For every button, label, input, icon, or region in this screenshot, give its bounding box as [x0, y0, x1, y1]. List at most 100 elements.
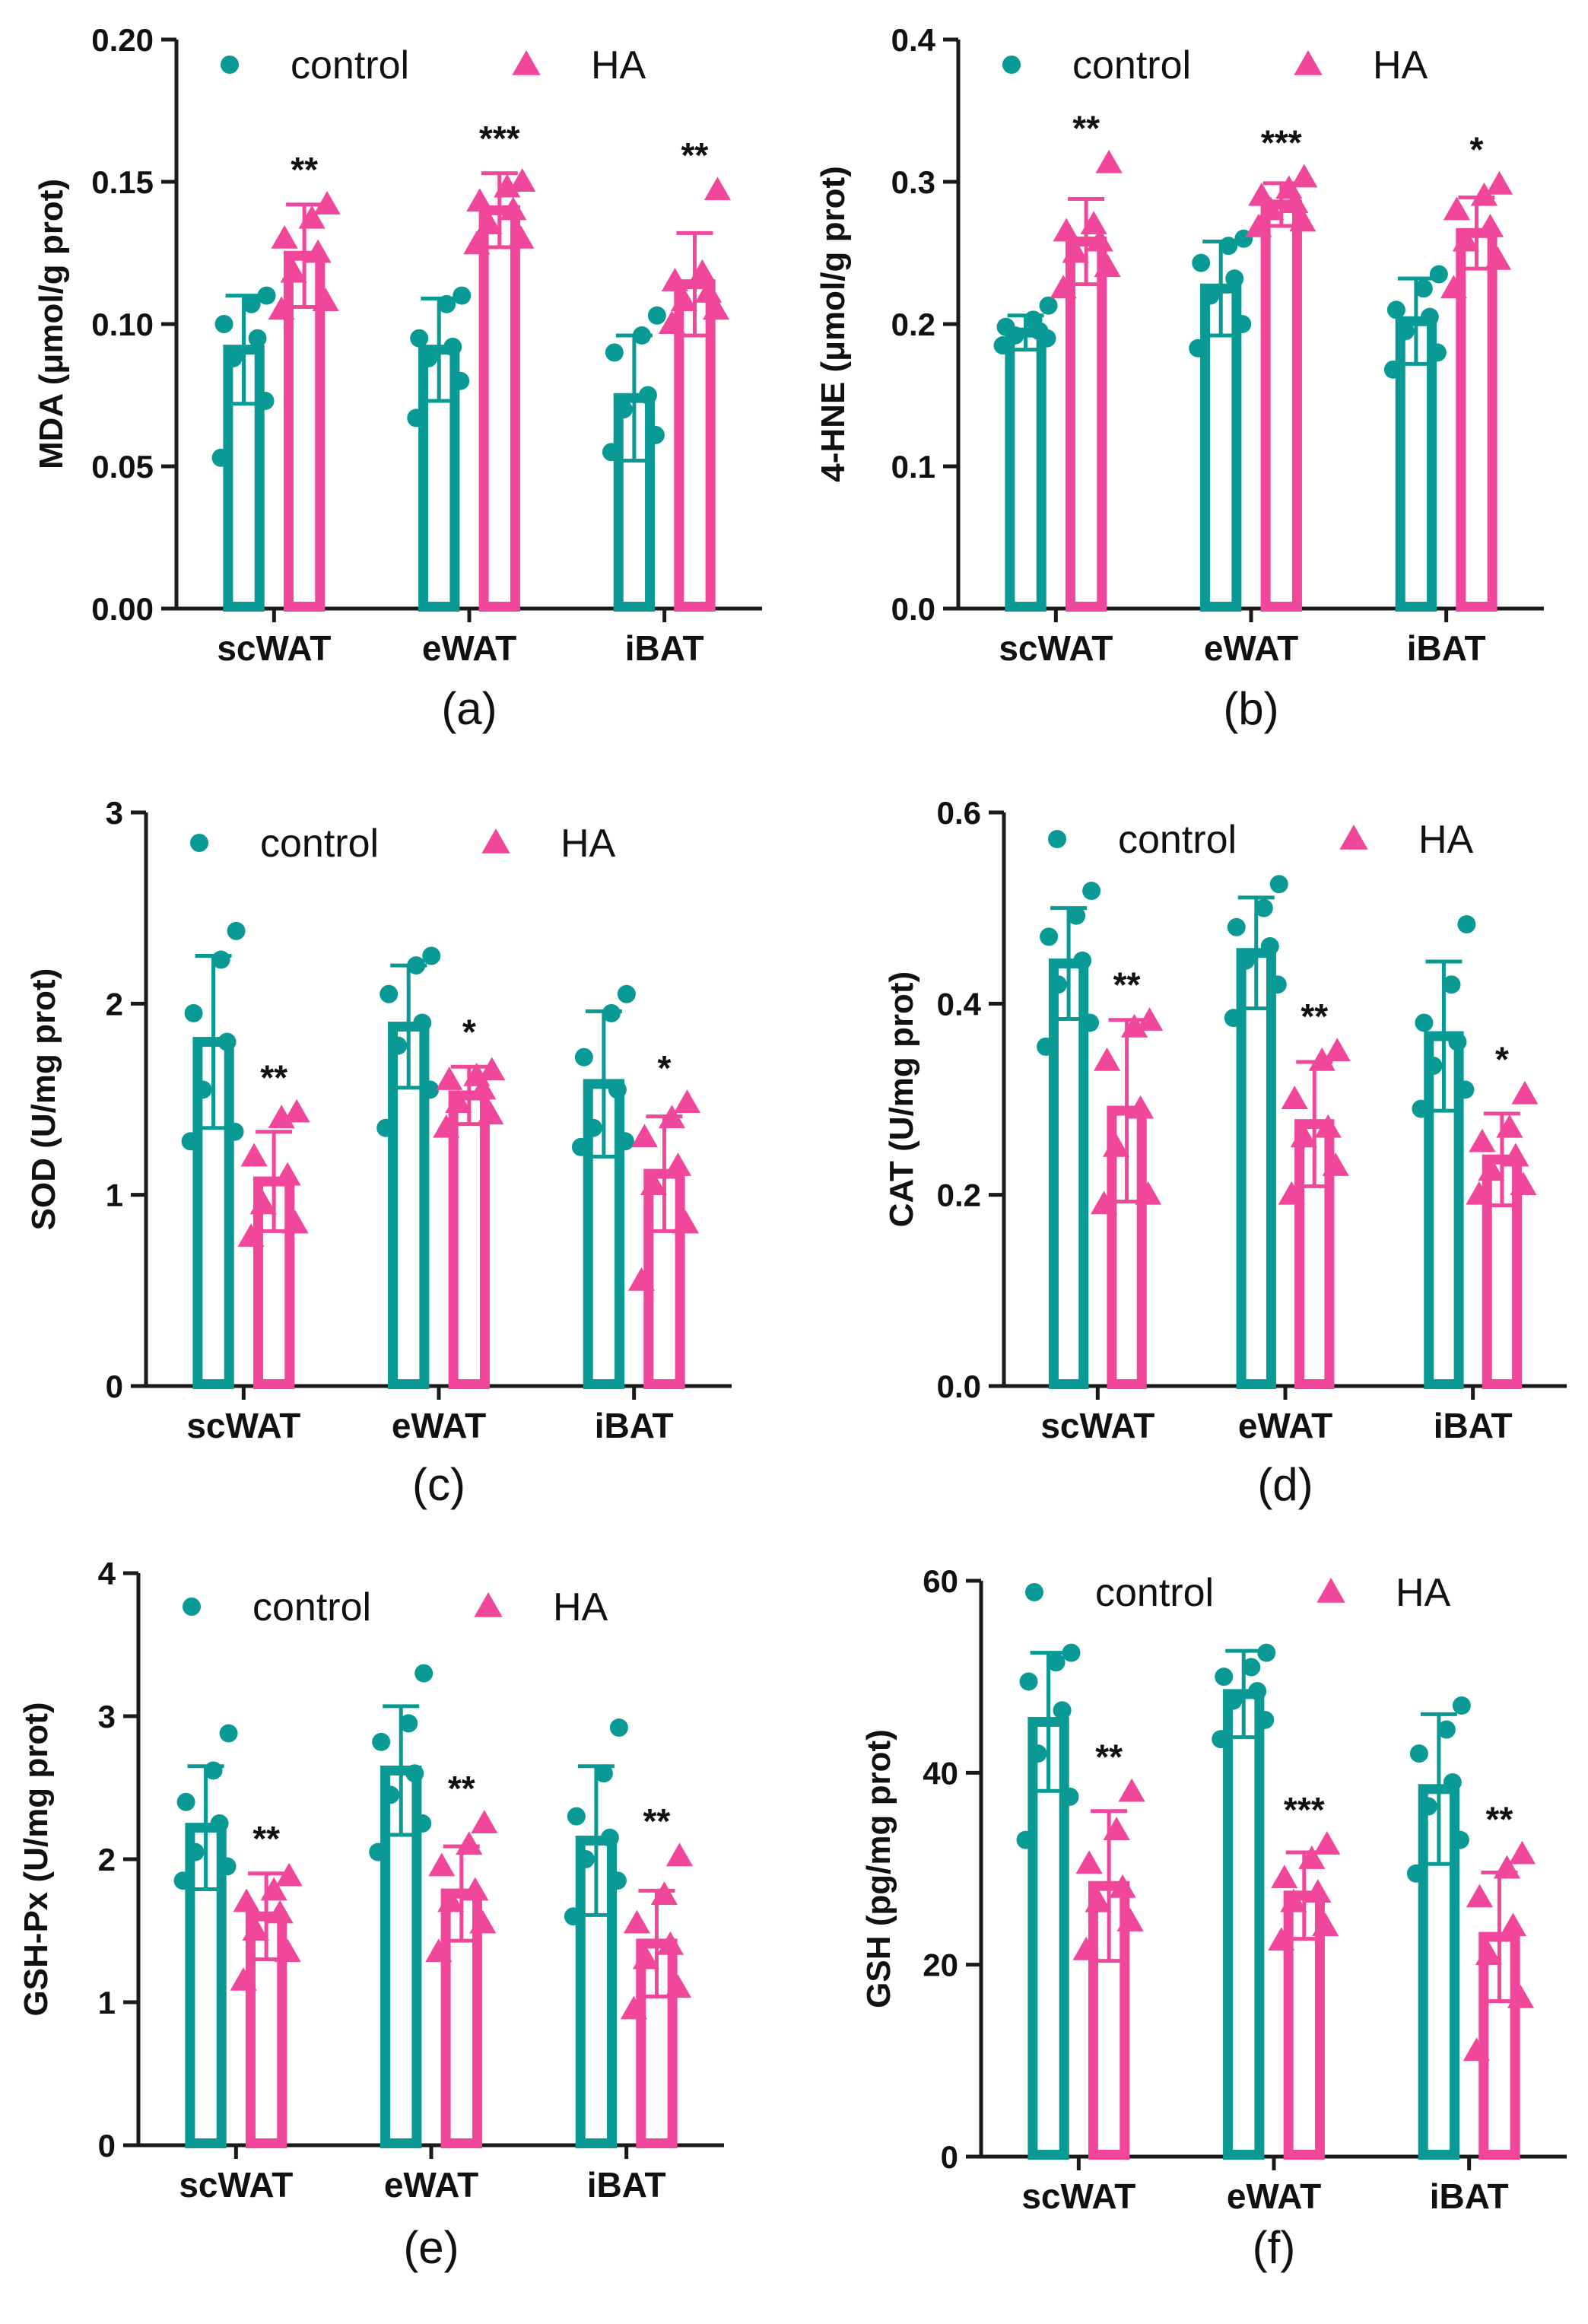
data-point-control: [193, 1080, 212, 1099]
data-point-control: [389, 1036, 408, 1055]
data-point-control: [422, 946, 441, 965]
data-point-ha: [630, 1124, 659, 1148]
data-point-ha: [1102, 1133, 1130, 1157]
data-point-ha: [249, 1191, 277, 1215]
data-point-ha: [260, 1877, 287, 1901]
data-point-ha: [274, 1938, 301, 1963]
data-point-ha: [623, 1909, 651, 1934]
data-point-ha: [268, 296, 295, 320]
data-point-control: [1443, 1772, 1462, 1791]
data-point-ha: [1278, 1181, 1305, 1205]
data-point-ha: [1478, 1157, 1505, 1181]
data-point-control: [1406, 1864, 1425, 1883]
data-point-control: [1227, 917, 1246, 936]
data-point-control: [1037, 1037, 1056, 1056]
data-point-ha: [1053, 218, 1080, 242]
data-point-control: [376, 1118, 395, 1137]
data-point-control: [1219, 237, 1238, 256]
data-point-control: [1060, 1787, 1079, 1806]
data-point-ha: [1443, 196, 1471, 221]
legend-label-ha: HA: [591, 43, 646, 87]
significance-label: **: [1113, 965, 1141, 1005]
data-point-ha: [620, 1995, 648, 2020]
y-tick-label: 0.2: [937, 1178, 981, 1213]
data-point-control: [181, 1132, 200, 1151]
y-tick-label: 2: [106, 986, 123, 1022]
data-point-ha: [507, 224, 535, 249]
y-tick-label: 3: [106, 795, 123, 831]
data-point-ha: [240, 1143, 268, 1167]
data-point-control: [1201, 286, 1220, 305]
data-point-ha: [1094, 253, 1121, 278]
data-point-control: [369, 1842, 388, 1861]
significance-label: **: [291, 150, 318, 189]
data-point-ha: [271, 224, 298, 249]
data-point-ha: [656, 1931, 684, 1955]
data-point-control: [1450, 1830, 1469, 1849]
data-point-control: [1082, 882, 1101, 901]
data-point-control: [225, 1122, 244, 1141]
data-point-ha: [237, 1223, 265, 1247]
data-point-ha: [463, 230, 491, 255]
data-point-control: [1046, 1653, 1066, 1672]
legend-marker-ha: [1294, 50, 1323, 75]
legend-marker-control: [1025, 1583, 1043, 1601]
y-tick-label: 0.2: [891, 307, 935, 342]
data-point-ha: [304, 239, 332, 263]
data-point-control: [1386, 300, 1405, 320]
data-point-control: [1437, 1720, 1456, 1739]
data-point-ha: [475, 211, 503, 235]
data-point-ha: [1075, 1850, 1103, 1874]
panel-label: (c): [412, 1459, 465, 1510]
data-point-control: [224, 348, 243, 367]
significance-label: **: [681, 135, 709, 175]
data-point-control: [1260, 936, 1279, 955]
data-point-control: [1409, 1744, 1428, 1763]
data-point-control: [594, 1764, 613, 1783]
data-point-ha: [1308, 1047, 1336, 1071]
x-category-label: scWAT: [1040, 1406, 1154, 1445]
y-tick-label: 0.0: [891, 591, 935, 627]
data-point-control: [381, 1785, 400, 1804]
data-point-ha: [1476, 213, 1504, 237]
data-point-ha: [1511, 1080, 1539, 1105]
data-point-control: [617, 984, 636, 1003]
data-point-ha: [462, 1877, 489, 1901]
data-point-ha: [1466, 1181, 1493, 1205]
legend-label-control: control: [1095, 1571, 1214, 1615]
data-point-ha: [274, 1162, 301, 1186]
data-point-ha: [640, 1172, 668, 1196]
y-tick-label: 0: [106, 1369, 123, 1404]
data-point-control: [1224, 1009, 1243, 1028]
data-point-ha: [313, 191, 341, 215]
y-axis-label: CAT (U/mg prot): [883, 971, 920, 1227]
y-tick-label: 2: [98, 1842, 116, 1877]
y-tick-label: 0.0: [937, 1369, 981, 1404]
significance-label: **: [1095, 1737, 1123, 1777]
data-point-ha: [1475, 1941, 1503, 1966]
data-point-control: [1415, 1013, 1434, 1032]
significance-label: **: [1486, 1800, 1513, 1839]
data-point-ha: [670, 288, 698, 312]
data-point-control: [413, 1013, 432, 1032]
data-point-control: [1442, 975, 1461, 994]
data-point-ha: [694, 279, 723, 303]
legend-marker-ha: [1339, 825, 1368, 850]
data-point-control: [605, 343, 624, 362]
data-point-ha: [445, 1089, 472, 1113]
legend-marker-ha: [512, 50, 541, 75]
data-point-ha: [1135, 1007, 1164, 1031]
data-point-ha: [1080, 211, 1107, 235]
data-point-control: [647, 306, 666, 325]
significance-label: *: [1495, 1040, 1509, 1079]
data-point-ha: [281, 1210, 309, 1234]
data-point-ha: [658, 310, 686, 334]
data-point-control: [451, 371, 470, 390]
data-point-ha: [632, 1945, 660, 1970]
x-category-label: eWAT: [1238, 1406, 1332, 1445]
significance-label: *: [657, 1048, 671, 1088]
y-tick-label: 0.15: [91, 164, 154, 200]
data-point-control: [1383, 360, 1402, 379]
data-point-ha: [1485, 170, 1513, 195]
data-point-ha: [509, 168, 536, 192]
